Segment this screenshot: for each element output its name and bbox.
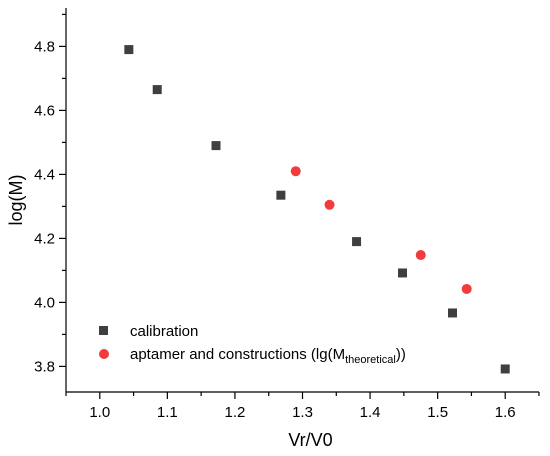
y-tick-label: 4.8	[34, 38, 55, 55]
x-tick-label: 1.5	[427, 404, 448, 421]
x-tick-label: 1.3	[292, 404, 313, 421]
calibration-point	[211, 141, 221, 151]
calibration-point	[124, 45, 134, 55]
y-tick-label: 4.2	[34, 230, 55, 247]
ticks: 1.0 1.1 1.2 1.3 1.4 1.5 1.6 3.8 4.0 4.2 4.4 4.6 4.8	[34, 13, 540, 421]
aptamer-point	[324, 199, 335, 210]
legend-label-aptamer-subscript: theoretical	[345, 354, 396, 366]
legend: calibration aptamer and constructions (l…	[99, 323, 406, 366]
y-axis-label: log(M)	[6, 174, 26, 225]
legend-marker-aptamer	[99, 349, 109, 359]
aptamer-point	[461, 283, 472, 294]
legend-label-aptamer-suffix: ))	[396, 346, 406, 363]
calibration-point	[276, 190, 286, 200]
x-tick-label: 1.0	[89, 404, 110, 421]
x-tick-label: 1.4	[360, 404, 381, 421]
legend-label-calibration: calibration	[130, 323, 198, 340]
calibration-point	[152, 85, 162, 95]
y-tick-label: 4.4	[34, 166, 55, 183]
x-tick-label: 1.2	[224, 404, 245, 421]
x-tick-label: 1.6	[495, 404, 516, 421]
calibration-point	[352, 237, 362, 247]
calibration-point	[398, 268, 408, 278]
data-points	[124, 45, 510, 374]
x-tick-label: 1.1	[157, 404, 178, 421]
legend-label-aptamer-main: aptamer and constructions (lg(M	[130, 346, 345, 363]
calibration-point	[448, 308, 458, 318]
x-axis-label: Vr/V0	[288, 430, 332, 450]
calibration-point	[500, 364, 510, 374]
aptamer-point	[290, 166, 301, 177]
y-tick-label: 4.6	[34, 102, 55, 119]
y-tick-label: 4.0	[34, 294, 55, 311]
legend-marker-calibration	[99, 326, 108, 335]
legend-label-aptamer: aptamer and constructions (lg(Mtheoretic…	[130, 346, 406, 366]
aptamer-point	[415, 250, 426, 261]
y-tick-label: 3.8	[34, 358, 55, 375]
